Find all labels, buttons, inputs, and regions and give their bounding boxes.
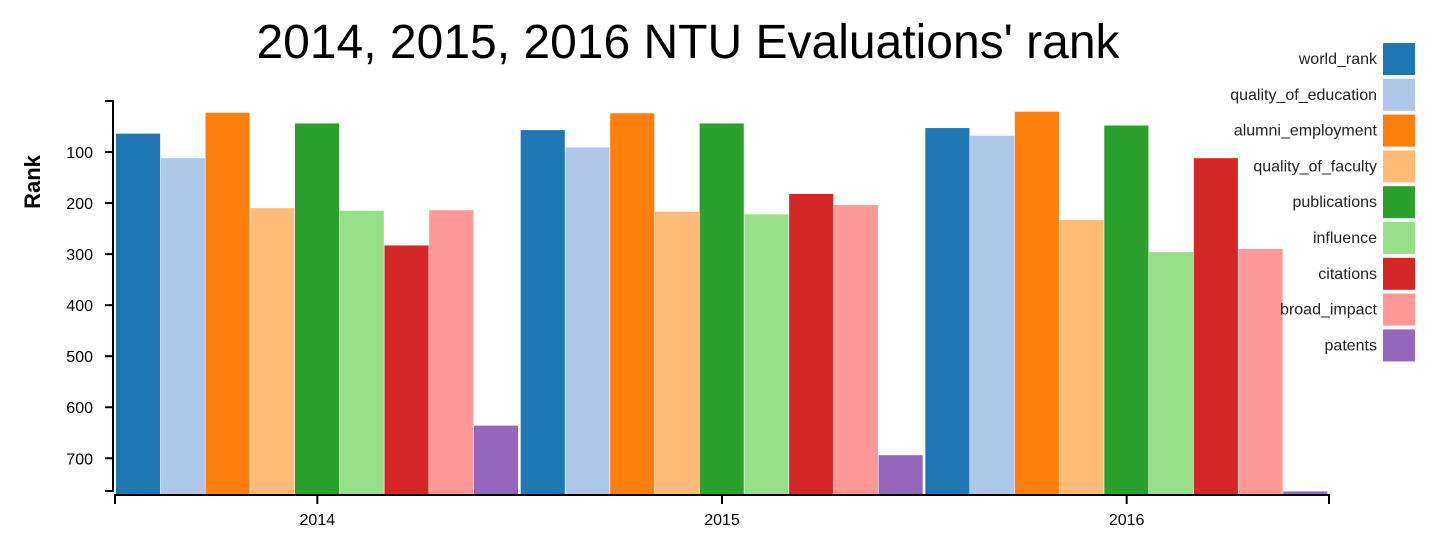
x-tick-label: 2016 [1109, 512, 1145, 529]
y-tick-label: 300 [66, 247, 93, 264]
legend-swatch-quality_of_education [1383, 78, 1415, 111]
legend-swatch-broad_impact [1383, 293, 1415, 326]
legend-swatch-patents [1383, 329, 1415, 362]
bar-alumni_employment-2015 [610, 113, 655, 494]
legend-label-alumni_employment: alumni_employment [1234, 123, 1378, 140]
x-axis: 2014 2015 2016 [114, 494, 1330, 529]
bar-alumni_employment-2014 [205, 112, 250, 495]
legend-swatch-publications [1383, 186, 1415, 219]
legend-label-publications: publications [1293, 194, 1378, 211]
legend-label-influence: influence [1313, 230, 1377, 247]
bar-quality_of_faculty-2014 [250, 208, 295, 494]
y-tick-label: 700 [66, 451, 93, 468]
chart-title: 2014, 2015, 2016 NTU Evaluations' rank [256, 16, 1120, 69]
legend-label-citations: citations [1318, 266, 1377, 283]
x-tick-label: 2014 [300, 512, 336, 529]
bar-quality_of_education-2014 [160, 158, 205, 494]
bar-publications-2014 [294, 123, 340, 495]
y-axis: 100 200 300 400 500 600 700 [66, 100, 114, 492]
y-tick-label: 500 [66, 349, 93, 366]
bar-citations-2015 [789, 193, 834, 494]
bar-patents-2015 [878, 455, 923, 494]
bar-quality_of_faculty-2016 [1059, 219, 1104, 495]
bar-quality_of_faculty-2015 [654, 211, 700, 494]
y-axis-label: Rank [20, 154, 45, 209]
legend-swatch-citations [1383, 257, 1415, 290]
bar-influence-2016 [1149, 252, 1194, 494]
bar-citations-2014 [384, 245, 429, 494]
bar-broad_impact-2015 [833, 205, 878, 494]
bar-influence-2014 [339, 210, 384, 495]
legend-label-quality_of_education: quality_of_education [1230, 87, 1377, 104]
bars-group [116, 111, 1328, 495]
bar-citations-2016 [1193, 158, 1238, 494]
bar-patents-2014 [473, 425, 519, 494]
bar-alumni_employment-2016 [1014, 111, 1059, 494]
legend-swatch-alumni_employment [1383, 114, 1415, 147]
bar-influence-2015 [744, 214, 789, 494]
bar-quality_of_education-2016 [970, 135, 1015, 494]
x-tick-label: 2015 [704, 512, 740, 529]
y-tick-label: 100 [66, 145, 93, 162]
bar-world_rank-2016 [925, 128, 970, 495]
bar-world_rank-2015 [520, 130, 565, 494]
y-tick-label: 400 [66, 298, 93, 315]
legend-swatch-world_rank [1383, 43, 1415, 75]
legend-label-broad_impact: broad_impact [1280, 302, 1378, 319]
legend-label-world_rank: world_rank [1298, 51, 1378, 68]
bar-broad_impact-2014 [429, 210, 474, 494]
bar-world_rank-2014 [116, 133, 161, 494]
legend: world_rank quality_of_education alumni_emp… [1230, 43, 1415, 362]
legend-label-patents: patents [1325, 337, 1377, 354]
y-tick-label: 200 [66, 196, 93, 213]
y-tick-label: 600 [66, 400, 93, 417]
legend-swatch-influence [1383, 222, 1415, 254]
legend-swatch-quality_of_faculty [1383, 150, 1415, 183]
bar-publications-2015 [699, 123, 744, 495]
legend-label-quality_of_faculty: quality_of_faculty [1253, 158, 1377, 175]
bar-patents-2016 [1283, 491, 1328, 494]
y-axis-line [105, 100, 114, 492]
bar-broad_impact-2016 [1238, 249, 1283, 494]
bar-quality_of_education-2015 [565, 147, 610, 494]
bar-publications-2016 [1104, 125, 1149, 494]
